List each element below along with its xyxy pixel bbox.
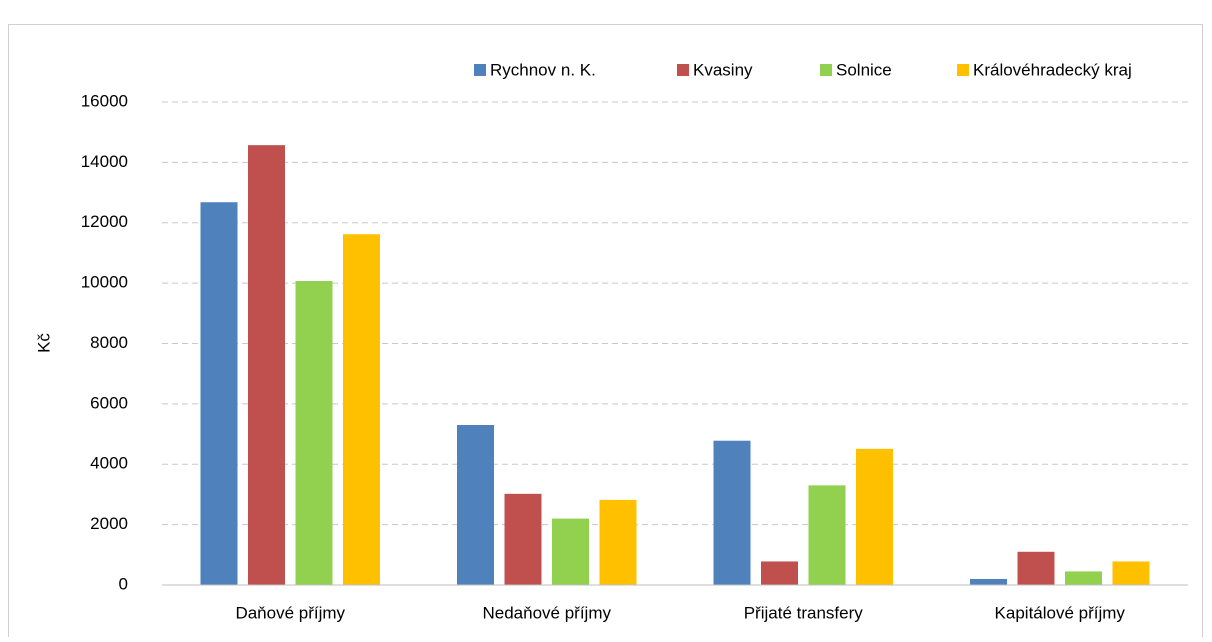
y-tick-label: 4000: [90, 454, 128, 473]
legend-label: Královéhradecký kraj: [973, 60, 1132, 79]
bar: [713, 440, 751, 585]
legend-label: Rychnov n. K.: [490, 60, 596, 79]
bar: [1112, 561, 1150, 585]
y-tick-label: 0: [119, 574, 128, 593]
y-tick-label: 2000: [90, 514, 128, 533]
bar: [200, 202, 238, 585]
y-axis-label: Kč: [34, 333, 53, 353]
bar: [761, 561, 798, 585]
y-tick-label: 6000: [90, 393, 128, 412]
bar: [808, 485, 846, 585]
y-tick-label: 10000: [81, 273, 128, 292]
bar: [856, 448, 893, 585]
y-tick-label: 8000: [90, 333, 128, 352]
legend-swatch: [820, 64, 832, 76]
x-tick-label: Kapitálové příjmy: [995, 603, 1126, 622]
legend-label: Kvasiny: [693, 60, 753, 79]
bar: [552, 518, 589, 585]
bar: [599, 499, 637, 585]
legend-label: Solnice: [836, 60, 892, 79]
bar: [343, 234, 380, 585]
bar: [504, 493, 542, 585]
bar: [295, 281, 333, 585]
y-tick-label: 14000: [81, 152, 128, 171]
x-tick-label: Nedaňové příjmy: [482, 603, 611, 622]
bar: [1017, 551, 1055, 585]
x-tick-label: Přijaté transfery: [744, 603, 864, 622]
y-tick-label: 16000: [81, 91, 128, 110]
legend-swatch: [677, 64, 689, 76]
x-tick-label: Daňové příjmy: [235, 603, 345, 622]
bar: [1065, 571, 1102, 585]
legend-swatch: [474, 64, 486, 76]
bar: [970, 578, 1007, 585]
bar: [457, 425, 494, 585]
legend-swatch: [957, 64, 969, 76]
y-tick-label: 12000: [81, 212, 128, 231]
bar: [248, 145, 285, 585]
